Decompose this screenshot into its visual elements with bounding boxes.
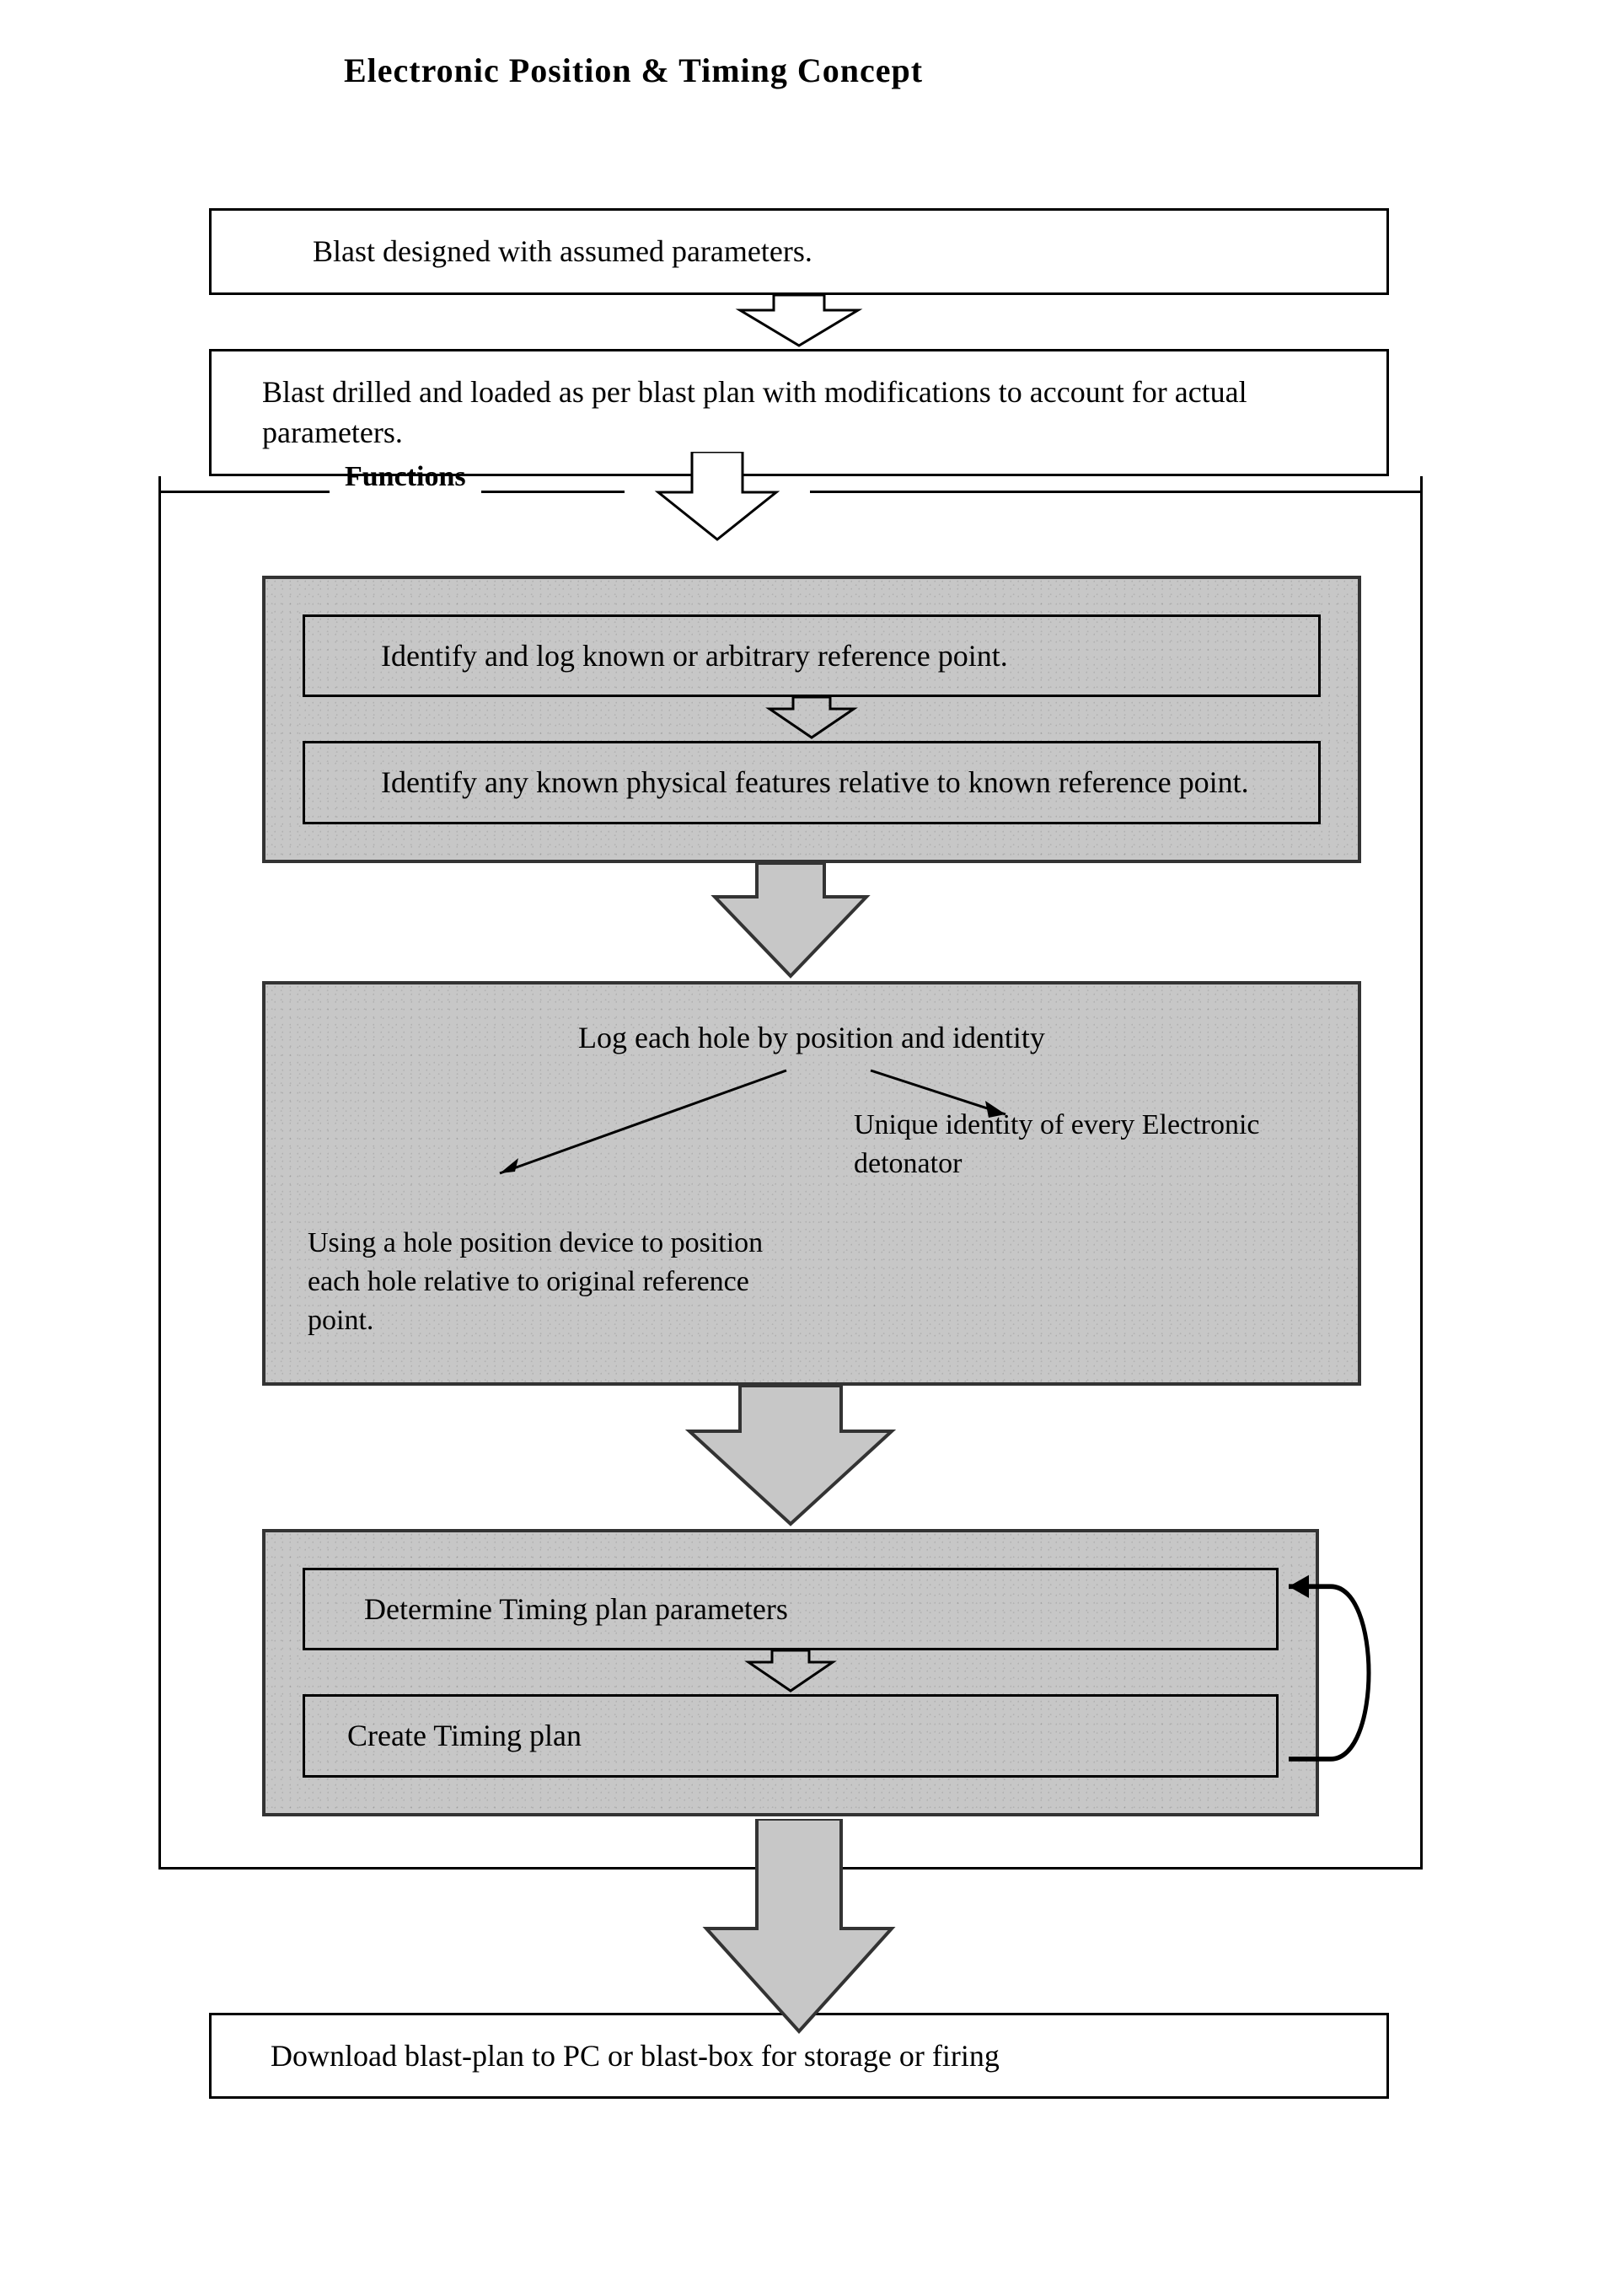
node-unique-identity: Unique identity of every Electronic deto… (803, 1081, 1316, 1340)
page-title: Electronic Position & Timing Concept (344, 51, 1440, 90)
node-blast-designed: Blast designed with assumed parameters. (209, 208, 1389, 295)
group-log-holes: Log each hole by position and identity U… (262, 981, 1361, 1386)
arrow-g1-g2 (195, 863, 1386, 981)
feedback-loop (1280, 1529, 1398, 1816)
functions-frame: Functions Identify and log known or arbi… (158, 476, 1423, 1870)
node-determine-timing: Determine Timing plan parameters (303, 1568, 1279, 1651)
group-timing-plan: Determine Timing plan parameters Create … (262, 1529, 1319, 1816)
group-timing-plan-wrap: Determine Timing plan parameters Create … (195, 1529, 1386, 1816)
node-create-timing: Create Timing plan (303, 1694, 1279, 1778)
arrow-g2-g3 (195, 1386, 1386, 1529)
group-reference: Identify and log known or arbitrary refe… (262, 576, 1361, 863)
arrow-n3-n4 (303, 697, 1321, 741)
node-log-hole: Log each hole by position and identity (308, 1020, 1316, 1055)
arrow-g3-n8 (158, 1819, 1440, 2013)
node-identify-ref-point: Identify and log known or arbitrary refe… (303, 614, 1321, 698)
arrow-n6-n7 (303, 1650, 1279, 1694)
diagram-page: Electronic Position & Timing Concept Bla… (158, 51, 1440, 2099)
node-identify-features: Identify any known physical features rel… (303, 741, 1321, 824)
arrow-n1-n2 (158, 295, 1440, 349)
functions-label: Functions (330, 461, 481, 493)
node-hole-position-device: Using a hole position device to position… (308, 1131, 770, 1340)
